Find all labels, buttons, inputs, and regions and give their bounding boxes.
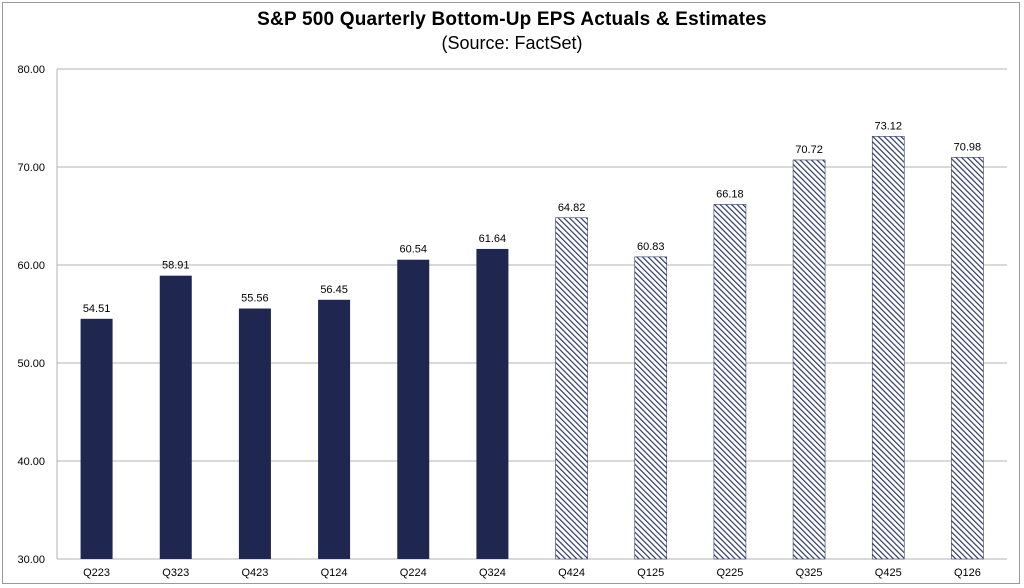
- x-tick-label: Q224: [400, 567, 427, 579]
- bar-actual: [159, 275, 192, 559]
- data-label: 60.54: [399, 244, 427, 256]
- data-label: 70.72: [795, 144, 823, 156]
- data-label: 66.18: [716, 188, 744, 200]
- y-axis-ticks: 30.00 40.00 50.00 60.00 70.00 80.00: [17, 64, 45, 566]
- data-label: 73.12: [874, 120, 902, 132]
- data-label: 54.51: [83, 303, 111, 315]
- y-tick-label: 40.00: [17, 456, 45, 468]
- y-tick-label: 70.00: [17, 162, 45, 174]
- bar-actual: [238, 308, 271, 559]
- data-label: 58.91: [162, 260, 190, 272]
- x-tick-label: Q425: [875, 567, 902, 579]
- x-tick-label: Q323: [162, 567, 189, 579]
- x-tick-label: Q223: [83, 567, 110, 579]
- data-label: 60.83: [637, 241, 665, 253]
- bar-estimate: [713, 204, 747, 560]
- bar-actual: [318, 299, 351, 559]
- y-tick-label: 60.00: [17, 260, 45, 272]
- gridlines: [56, 68, 1007, 560]
- data-labels: 54.51 58.91 55.56 56.45 60.54 61.64 64.82 60.83…: [83, 120, 981, 314]
- x-tick-label: Q324: [479, 567, 506, 579]
- y-tick-label: 80.00: [17, 64, 45, 76]
- bar-actual: [397, 259, 430, 559]
- data-label: 64.82: [558, 202, 586, 214]
- bar-estimate: [792, 159, 826, 560]
- chart-title: S&P 500 Quarterly Bottom-Up EPS Actuals …: [257, 9, 767, 30]
- bar-estimate: [871, 136, 905, 560]
- x-tick-label: Q124: [321, 567, 348, 579]
- x-tick-label: Q325: [796, 567, 823, 579]
- data-label: 70.98: [954, 141, 982, 153]
- data-label: 55.56: [241, 293, 269, 305]
- x-tick-label: Q225: [716, 567, 743, 579]
- bar-estimate: [555, 217, 588, 560]
- x-tick-label: Q125: [637, 567, 664, 579]
- bar-actual: [80, 318, 113, 559]
- chart-subtitle: (Source: FactSet): [441, 33, 583, 53]
- x-tick-label: Q423: [241, 567, 268, 579]
- y-tick-label: 30.00: [17, 554, 45, 566]
- data-label: 61.64: [479, 233, 507, 245]
- bars: [80, 136, 984, 560]
- bar-estimate: [951, 157, 984, 560]
- x-tick-label: Q424: [558, 567, 585, 579]
- data-label: 56.45: [320, 284, 348, 296]
- x-tick-label: Q126: [954, 567, 981, 579]
- y-tick-label: 50.00: [17, 358, 45, 370]
- bar-estimate: [634, 256, 668, 560]
- x-axis-categories: Q223 Q323 Q423 Q124 Q224 Q324 Q424 Q125 Q225 Q325…: [83, 567, 981, 579]
- bar-actual: [476, 248, 509, 560]
